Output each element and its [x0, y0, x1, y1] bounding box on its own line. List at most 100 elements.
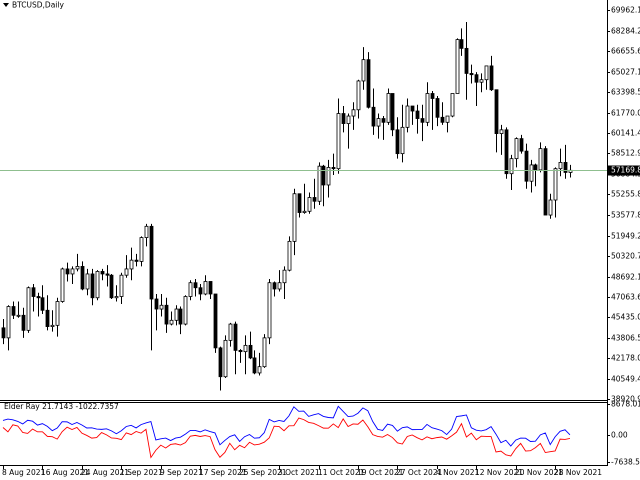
candle-body [405, 105, 410, 128]
candle-body [233, 323, 238, 351]
y-tick-label: 38920.90 [611, 395, 640, 404]
candle-body [262, 337, 267, 368]
candle-body [129, 259, 134, 270]
y-tick-label: 47063.60 [611, 293, 640, 302]
y-tick-label: 69962.10 [611, 6, 640, 15]
candle-body [450, 93, 455, 117]
indicator-line [2, 417, 571, 459]
candle-body [26, 287, 31, 331]
x-tick-label: 12 Nov 2021 [475, 468, 523, 477]
candle-body [218, 347, 223, 378]
candle-body [174, 308, 179, 321]
candle-body [228, 323, 233, 341]
candle-body [440, 116, 445, 123]
candle-body [238, 349, 243, 353]
candle-body [95, 271, 100, 299]
candle-body [31, 287, 36, 297]
candle-body [519, 138, 524, 152]
y-tick-label: 60141.45 [611, 129, 640, 138]
y-tick-label: 66655.65 [611, 47, 640, 56]
candle-body [159, 304, 164, 310]
candle-body [533, 164, 538, 171]
candle-body [139, 237, 144, 262]
candle-body [248, 344, 253, 359]
candle-body [223, 339, 228, 378]
candle-body [178, 308, 183, 325]
y-tick-label: 42178.00 [611, 354, 640, 363]
candle-body [499, 129, 504, 134]
candle-body [75, 266, 80, 270]
candle-body [134, 259, 139, 262]
candle-body [459, 39, 464, 49]
candle-body [435, 98, 440, 118]
y-tick-label: 8678.0168 [611, 400, 640, 409]
symbol-label: BTCUSD,Daily [12, 1, 64, 10]
candle-body [514, 138, 519, 160]
candle-body [410, 105, 415, 112]
candle-body [188, 282, 193, 297]
candle-body [420, 118, 425, 123]
x-tick-label: 16 Aug 2021 [41, 468, 89, 477]
candle-body [203, 281, 208, 295]
candle-body [50, 324, 55, 327]
x-tick-label: 19 Oct 2021 [357, 468, 404, 477]
candle-body [90, 273, 95, 299]
candle-body [1, 327, 6, 339]
candle-body [430, 93, 435, 99]
candle-body [16, 314, 21, 317]
candle-body [425, 93, 430, 123]
y-tick-label: 50320.70 [611, 252, 640, 261]
y-tick-label: 58512.90 [611, 149, 640, 158]
y-tick-label: 61770.00 [611, 109, 640, 118]
y-tick-label: 53577.80 [611, 211, 640, 220]
x-tick-label: 17 Sep 2021 [199, 468, 247, 477]
candle-body [474, 74, 479, 83]
y-tick-label: 0.00 [611, 431, 628, 440]
y-tick-label: 65027.1 [611, 68, 640, 77]
y-tick-label: 48692.15 [611, 273, 640, 282]
candle-body [509, 158, 514, 175]
candle-body [252, 357, 257, 374]
x-tick-label: 28 Nov 2021 [554, 468, 602, 477]
x-tick-label: 20 Nov 2021 [515, 468, 563, 477]
candle-body [198, 287, 203, 295]
current-price-label: 57169.80 [611, 166, 640, 175]
candle-body [292, 193, 297, 242]
candle-body [381, 118, 386, 123]
candle-body [479, 79, 484, 83]
candle-body [36, 296, 41, 299]
candle-body [494, 89, 499, 134]
candle-body [548, 199, 553, 216]
candle-body [80, 266, 85, 290]
candle-body [65, 268, 70, 275]
candle-body [524, 150, 529, 182]
candle-body [193, 282, 198, 289]
y-tick-label: 40549.45 [611, 375, 640, 384]
candle-body [114, 296, 119, 299]
candle-body [366, 59, 371, 108]
indicator-title: Elder Ray 21.7143 -1022.7357 [4, 402, 119, 411]
candle-body [164, 304, 169, 325]
candle-body [272, 282, 277, 290]
candle-body [400, 126, 405, 155]
candle-body [321, 165, 326, 186]
candle-body [213, 293, 218, 349]
x-tick-label: 24 Aug 2021 [81, 468, 129, 477]
candle-body [351, 109, 356, 117]
candle-body [376, 118, 381, 127]
candle-body [529, 164, 534, 182]
y-tick-label: 43806.50 [611, 334, 640, 343]
candle-body [257, 366, 262, 374]
candle-body [154, 298, 159, 310]
candle-body [484, 65, 489, 81]
candle-body [169, 319, 174, 325]
x-tick-label: 8 Aug 2021 [2, 468, 45, 477]
candle-body [415, 110, 420, 119]
candle-body [267, 282, 272, 339]
menu-arrow[interactable] [3, 3, 9, 7]
candle-body [395, 129, 400, 155]
indicator-line [2, 405, 571, 447]
candle-body [40, 297, 45, 311]
candle-body [208, 281, 213, 295]
